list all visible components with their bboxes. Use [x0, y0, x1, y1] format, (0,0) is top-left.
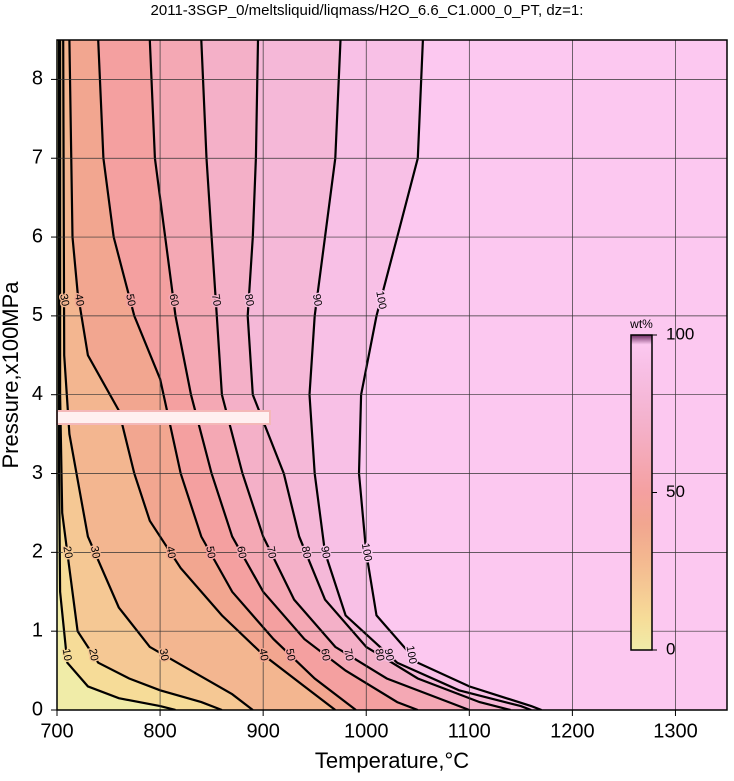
contour-label: 80 — [372, 648, 386, 662]
contour-label: 100 — [403, 645, 418, 665]
contour-label: 50 — [283, 648, 297, 662]
y-tick-label: 8 — [32, 68, 43, 90]
x-axis-label: Temperature,°C — [315, 748, 469, 773]
contour-label: 90 — [318, 545, 332, 559]
colorbar-label: wt% — [629, 317, 653, 331]
contour-label: 80 — [242, 293, 256, 307]
contour-line — [62, 40, 254, 710]
y-tick-label: 7 — [32, 147, 43, 169]
colorbar-tick-label: 50 — [666, 482, 685, 501]
contour-label: 20 — [86, 648, 100, 662]
contour-label: 70 — [209, 293, 223, 307]
contour-label: 30 — [57, 293, 71, 307]
plot-frame — [56, 39, 728, 711]
colorbar: wt% 0 50 100 — [629, 317, 694, 658]
contour-labels: 1020203030304040405050506060607070708080… — [56, 289, 420, 667]
contour-label: 70 — [341, 648, 355, 662]
x-tick-label: 800 — [143, 720, 176, 742]
contour-label: 20 — [60, 545, 74, 559]
contour-label: 60 — [318, 648, 332, 662]
contour-label: 40 — [72, 293, 86, 307]
y-tick-label: 1 — [32, 619, 43, 641]
contour-label: 40 — [164, 545, 178, 559]
colorbar-tick-label: 100 — [666, 324, 694, 343]
y-tick-label: 5 — [32, 304, 43, 326]
y-tick-label: 4 — [32, 383, 43, 405]
y-axis-label: Pressure,x100MPa — [0, 281, 23, 469]
contour-label: 60 — [167, 293, 181, 307]
contour-label: 10 — [60, 648, 74, 662]
contour-label: 50 — [203, 545, 217, 559]
contour-label: 100 — [373, 290, 388, 310]
contour-line — [246, 40, 511, 710]
contour-line — [148, 40, 419, 710]
contour-line — [357, 40, 542, 710]
x-tick-label: 700 — [40, 720, 73, 742]
contour-label: 60 — [234, 545, 248, 559]
chart-title: 2011-3SGP_0/meltsliquid/liqmass/H2O_6.6_… — [151, 2, 584, 19]
contour-label: 80 — [299, 545, 313, 559]
contour-line — [68, 40, 336, 710]
x-tick-label: 1000 — [344, 720, 389, 742]
contour-label: 30 — [157, 648, 171, 662]
y-tick-label: 6 — [32, 225, 43, 247]
contour-line — [200, 40, 470, 710]
y-tick-label: 2 — [32, 541, 43, 563]
contour-label: 30 — [88, 545, 102, 559]
plot-area — [57, 40, 727, 710]
contour-label: 70 — [264, 545, 278, 559]
contour-label: 50 — [123, 293, 137, 307]
contour-label: 90 — [382, 648, 396, 662]
colorbar-tick-label: 0 — [666, 639, 675, 658]
x-tick-label: 1100 — [448, 720, 491, 742]
contour-line — [59, 40, 223, 710]
contour-label: 100 — [359, 542, 374, 562]
y-tick-label: 3 — [32, 462, 43, 484]
y-tick-label: 0 — [32, 698, 43, 720]
contour-label: 40 — [256, 648, 270, 662]
colorbar-fill — [630, 334, 653, 651]
x-tick-label: 1200 — [550, 720, 595, 742]
x-tick-label: 1300 — [653, 720, 698, 742]
x-tick-label: 900 — [246, 720, 279, 742]
masked-band — [56, 410, 271, 425]
contour-line — [58, 40, 176, 710]
contour-label: 90 — [310, 293, 324, 307]
